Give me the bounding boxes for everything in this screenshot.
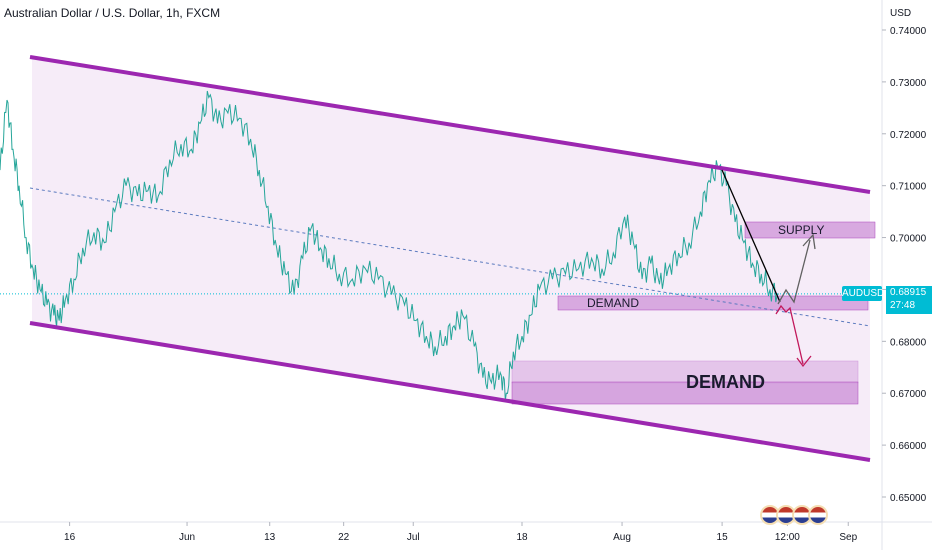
current-price-box: 0.68915 27:48 [886, 286, 932, 314]
x-tick-label: Jul [407, 532, 420, 543]
y-tick-label: 0.72000 [890, 130, 927, 141]
channel-midline[interactable] [29, 187, 871, 327]
demand-zone-small[interactable] [557, 295, 869, 311]
demand-zone-large-upper[interactable] [511, 360, 859, 384]
supply-label: SUPPLY [778, 223, 824, 237]
economic-events-flags[interactable] [760, 505, 828, 525]
projection-down-line[interactable] [721, 169, 781, 303]
current-price-value: 0.68915 [890, 287, 927, 298]
x-tick-label: 15 [717, 532, 729, 543]
channel-upper-line[interactable] [29, 55, 871, 194]
price-series-line[interactable] [0, 90, 779, 401]
channel-lower-line[interactable] [29, 321, 871, 462]
x-tick-label: 16 [64, 532, 76, 543]
x-tick-label: Sep [839, 532, 857, 543]
x-tick-label: 18 [516, 532, 528, 543]
bar-countdown: 27:48 [890, 300, 916, 311]
projection-down-path[interactable] [775, 304, 804, 365]
y-tick-label: 0.65000 [890, 493, 927, 504]
x-tick-label: 12:00 [775, 532, 800, 543]
chart-title: Australian Dollar / U.S. Dollar, 1h, FXC… [4, 6, 221, 20]
y-tick-label: 0.73000 [890, 78, 927, 89]
projection-down-arrowhead[interactable] [796, 355, 812, 368]
price-axis-background [882, 0, 932, 522]
symbol-price-tag: AUDUSD [842, 286, 885, 301]
y-tick-label: 0.70000 [890, 234, 927, 245]
x-tick-label: 13 [264, 532, 276, 543]
currency-label: USD [890, 8, 911, 19]
projection-up-arrowhead[interactable] [802, 233, 816, 250]
y-tick-label: 0.68000 [890, 337, 927, 348]
y-tick-label: 0.71000 [890, 182, 927, 193]
x-tick-label: 22 [338, 532, 350, 543]
demand-small-label: DEMAND [587, 296, 639, 310]
y-tick-label: 0.74000 [890, 26, 927, 37]
demand-large-label: DEMAND [686, 372, 765, 392]
x-tick-label: Aug [613, 532, 631, 543]
channel-fill [32, 57, 870, 460]
us-flag-icon[interactable] [808, 505, 828, 525]
demand-zone-large-lower[interactable] [511, 381, 859, 405]
y-tick-label: 0.66000 [890, 441, 927, 452]
y-tick-label: 0.67000 [890, 389, 927, 400]
projection-up-path[interactable] [777, 239, 811, 305]
x-tick-label: Jun [179, 532, 195, 543]
